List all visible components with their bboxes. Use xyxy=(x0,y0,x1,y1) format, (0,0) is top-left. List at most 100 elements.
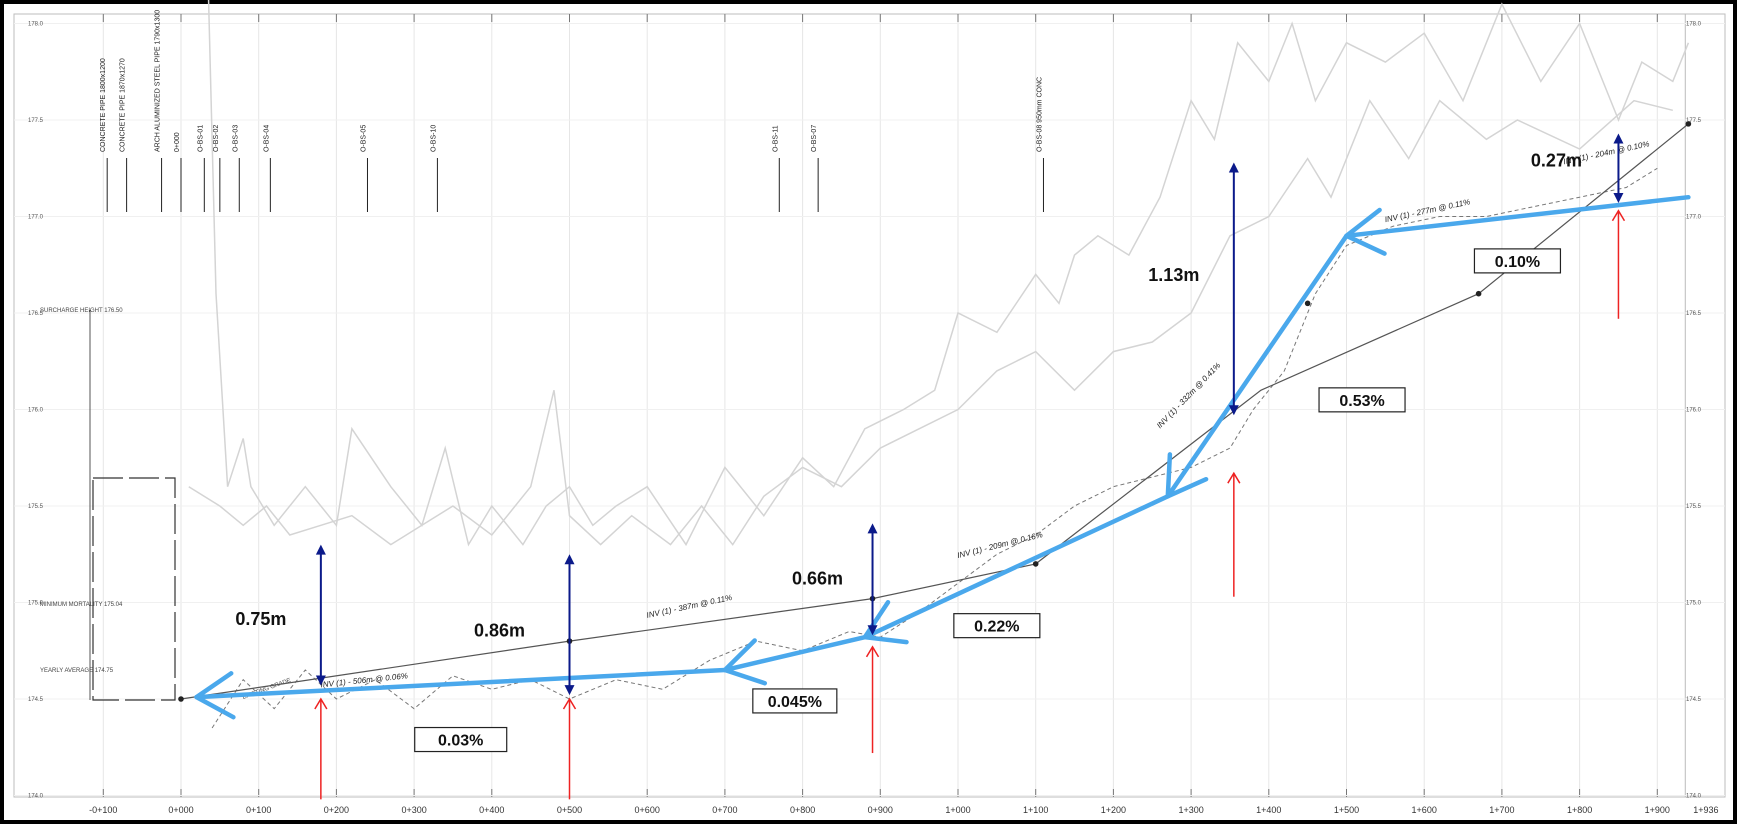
difference-arrow-head-bottom xyxy=(867,625,878,636)
y-tick-label-right: 174.0 xyxy=(1686,794,1702,800)
difference-arrow-head-bottom xyxy=(564,685,575,696)
x-tick-label: 1+100 xyxy=(1023,805,1048,815)
slope-box xyxy=(752,688,838,714)
x-tick-label: 0+000 xyxy=(168,805,193,815)
x-tick-label: 1+500 xyxy=(1334,805,1359,815)
x-tick-label: 1+400 xyxy=(1256,805,1281,815)
difference-arrow-head-top xyxy=(1613,133,1624,144)
storage-box xyxy=(89,310,176,701)
minimum-mortality-label: MINIMUM MORTALITY 175.04 xyxy=(40,602,123,608)
x-end-label: 1+936 xyxy=(1693,805,1718,815)
difference-label: 0.66m xyxy=(792,568,843,588)
x-tick-label: 1+800 xyxy=(1567,805,1592,815)
y-tick-label-left: 178.0 xyxy=(28,22,44,28)
structure-markers: CONCRETE PIPE 1800x1200 CONCRETE PIPE 187… xyxy=(100,10,1044,212)
x-tick-label: 1+700 xyxy=(1489,805,1514,815)
difference-arrow-head-bottom xyxy=(315,675,326,686)
x-tick-label: 1+900 xyxy=(1645,805,1670,815)
y-tick-label-left: 175.5 xyxy=(28,504,44,510)
ground-line-1 xyxy=(207,0,1690,547)
difference-label: 0.86m xyxy=(474,621,525,641)
flow-arrow-shaft xyxy=(1165,233,1349,499)
y-tick-label-right: 175.5 xyxy=(1686,504,1702,510)
slope-box xyxy=(414,726,508,753)
structure-label: 0+000 xyxy=(174,132,181,152)
structure-label: ARCH ALUMINIZED STEEL PIPE 1790x1300 xyxy=(155,10,162,152)
flow-arrow-shaft xyxy=(194,667,728,700)
side-labels: SURCHARGE HEIGHT 176.50 MINIMUM MORTALIT… xyxy=(40,308,123,674)
y-tick-label-right: 176.0 xyxy=(1686,408,1702,414)
y-tick-label-right: 178.0 xyxy=(1686,22,1702,28)
x-tick-label: 1+300 xyxy=(1178,805,1203,815)
x-tick-label: 0+900 xyxy=(868,805,893,815)
flow-arrow-shaft xyxy=(1344,194,1691,239)
flow-arrow-shaft xyxy=(862,494,1171,640)
difference-arrow-head-bottom xyxy=(1228,405,1239,416)
marker-arrow-head xyxy=(1611,209,1626,222)
structure-label: O-BS-08 950mm CONC xyxy=(1036,77,1043,152)
x-tick-label: 0+200 xyxy=(324,805,349,815)
flow-arrows xyxy=(194,194,1691,720)
structure-label: O-BS-11 xyxy=(772,125,779,152)
difference-arrow-head-top xyxy=(564,554,575,565)
x-tick-label: 0+300 xyxy=(401,805,426,815)
difference-arrow-head-top xyxy=(867,523,878,534)
marker-arrow-head xyxy=(314,697,328,710)
flow-arrow-shaft xyxy=(722,634,868,673)
y-tick-label-left: 177.0 xyxy=(28,215,44,221)
x-tick-label: 0+800 xyxy=(790,805,815,815)
y-tick-label-left: 176.5 xyxy=(28,311,44,317)
marker-arrow-head xyxy=(562,697,577,710)
slope-box xyxy=(953,613,1041,639)
box-outline xyxy=(92,477,176,701)
slope-label: 0.22% xyxy=(974,619,1019,636)
y-axis-ticks: 178.0 178.0 177.5 177.5 177.0 177.0 176.5 176.5… xyxy=(28,22,1702,800)
difference-arrows: 0.75m 0.86m 0.66m 1.13m 0.27m xyxy=(235,133,1624,696)
structure-label: O-BS-04 xyxy=(263,125,270,152)
structure-label: O-BS-03 xyxy=(232,125,239,152)
y-tick-label-right: 175.0 xyxy=(1686,601,1702,607)
structure-label: O-BS-01 xyxy=(197,125,204,152)
y-tick-label-right: 176.5 xyxy=(1686,311,1702,317)
slope-label: 0.10% xyxy=(1495,254,1540,271)
difference-arrow-head-bottom xyxy=(1613,192,1624,203)
design-node xyxy=(178,696,184,702)
x-tick-label: 1+000 xyxy=(945,805,970,815)
flow-arrow-head xyxy=(722,638,768,686)
slope-label: 0.53% xyxy=(1339,393,1384,410)
difference-label: 1.13m xyxy=(1148,265,1199,285)
marker-arrow-head xyxy=(865,645,880,658)
structure-label: O-BS-10 xyxy=(430,125,437,152)
structure-label: O-BS-07 xyxy=(811,125,818,152)
difference-arrow-head-top xyxy=(1228,162,1239,173)
design-node xyxy=(1032,561,1039,567)
y-tick-label-right: 177.0 xyxy=(1686,215,1702,221)
slope-label: 0.03% xyxy=(438,733,483,750)
structure-label: CONCRETE PIPE 1800x1200 xyxy=(100,58,107,152)
difference-arrow-head-top xyxy=(315,544,326,555)
design-node xyxy=(1685,121,1692,127)
x-tick-label: 0+500 xyxy=(557,805,582,815)
y-tick-label-left: 175.0 xyxy=(28,601,44,607)
surcharge-label: SURCHARGE HEIGHT 176.50 xyxy=(40,308,123,314)
y-tick-label-right: 174.5 xyxy=(1686,697,1702,703)
structure-label: O-BS-02 xyxy=(213,125,220,152)
slope-labels: 0.03% 0.045% 0.22% 0.53% 0.10% xyxy=(414,248,1562,753)
structure-label: O-BS-05 xyxy=(360,125,367,152)
y-tick-label-left: 176.0 xyxy=(28,408,44,414)
flow-arrow-head xyxy=(862,599,909,645)
x-tick-label: 0+700 xyxy=(712,805,737,815)
x-axis-ticks: -0+100 0+000 0+100 0+200 0+300 0+400 0+500 0+60… xyxy=(89,805,1718,815)
slope-box xyxy=(1318,387,1406,413)
structure-label: CONCRETE PIPE 1870x1270 xyxy=(120,58,127,152)
difference-label: 0.27m xyxy=(1531,150,1582,170)
flow-arrow-head xyxy=(194,671,236,720)
y-tick-label-right: 177.5 xyxy=(1686,118,1702,124)
slope-box xyxy=(1473,248,1562,274)
y-tick-label-left: 174.0 xyxy=(28,794,44,800)
design-node xyxy=(1304,300,1311,307)
yearly-average-label: YEARLY AVERAGE 174.75 xyxy=(40,668,114,674)
x-tick-label: -0+100 xyxy=(89,805,117,815)
